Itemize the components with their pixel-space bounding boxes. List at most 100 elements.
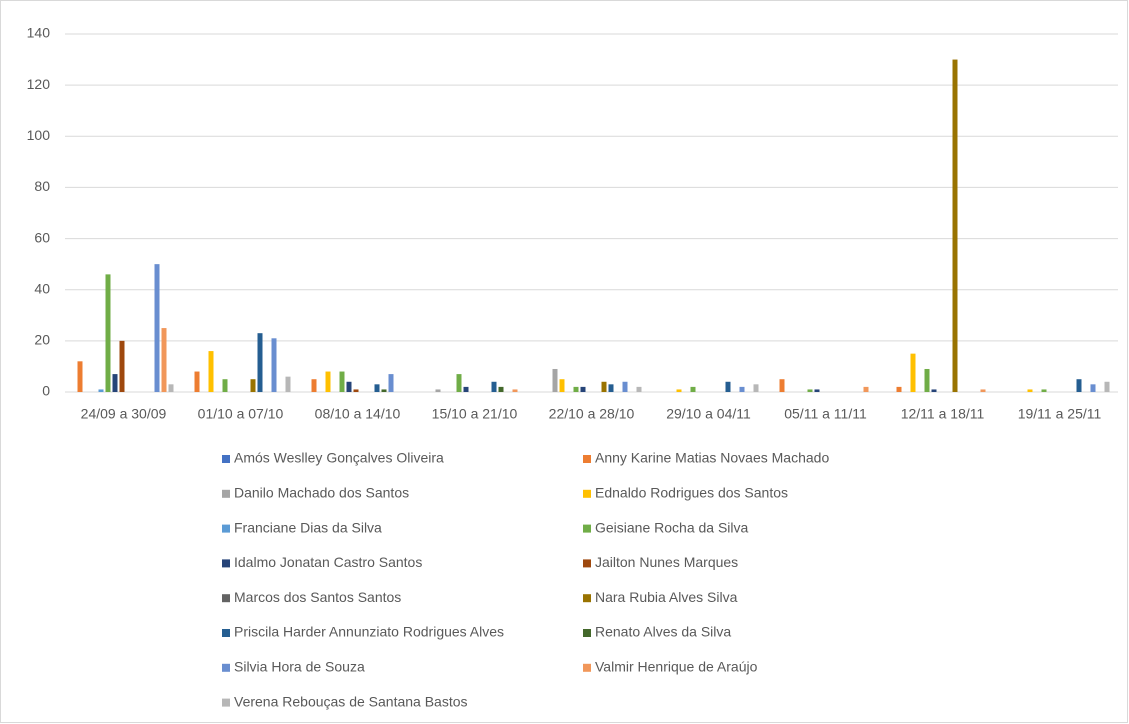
x-tick-label: 01/10 a 07/10 — [198, 406, 284, 422]
bar — [374, 384, 380, 392]
legend-swatch — [222, 559, 230, 568]
legend-swatch — [583, 455, 591, 463]
bar — [952, 59, 958, 392]
bar — [112, 374, 118, 392]
bar — [353, 389, 359, 392]
bar — [924, 368, 930, 392]
legend-label: Verena Rebouças de Santana Bastos — [234, 693, 468, 709]
bar — [896, 386, 902, 392]
bar — [910, 353, 916, 392]
bar — [1041, 389, 1047, 392]
legend-swatch — [583, 663, 591, 672]
legend-swatch — [222, 629, 230, 637]
legend-swatch — [583, 489, 591, 498]
x-tick-label: 19/11 a 25/11 — [1018, 406, 1102, 422]
legend-swatch — [222, 663, 230, 672]
y-tick-label: 0 — [42, 383, 50, 399]
bar — [1090, 384, 1096, 392]
y-tick-label: 120 — [27, 76, 51, 92]
legend-swatch — [583, 629, 591, 637]
legend-label: Danilo Machado dos Santos — [234, 485, 409, 501]
bar — [1027, 389, 1033, 392]
legend-swatch — [222, 594, 230, 603]
x-tick-label: 12/11 a 18/11 — [901, 406, 985, 422]
x-tick-label: 22/10 a 28/10 — [549, 406, 635, 422]
bar — [194, 371, 200, 392]
bar — [559, 379, 565, 392]
bar — [325, 371, 331, 392]
bar — [601, 381, 607, 392]
legend-label: Jailton Nunes Marques — [595, 554, 738, 570]
y-tick-label: 140 — [27, 25, 51, 41]
legend-label: Valmir Henrique de Araújo — [595, 659, 758, 675]
bar — [1076, 379, 1082, 392]
x-tick-label: 15/10 a 21/10 — [432, 406, 518, 422]
legend-label: Amós Weslley Gonçalves Oliveira — [234, 450, 444, 466]
y-tick-label: 40 — [34, 280, 50, 296]
bar — [257, 333, 263, 392]
bar — [931, 389, 937, 392]
bar — [636, 386, 642, 392]
bar — [725, 381, 731, 392]
legend-label: Silvia Hora de Souza — [234, 659, 365, 675]
legend-swatch — [222, 698, 230, 707]
legend-swatch — [222, 455, 230, 463]
legend-label: Geisiane Rocha da Silva — [595, 519, 749, 535]
bar — [222, 379, 228, 392]
bar — [753, 384, 759, 392]
y-tick-label: 60 — [34, 229, 50, 245]
bar — [622, 381, 628, 392]
bar — [573, 386, 579, 392]
x-tick-label: 24/09 a 30/09 — [81, 406, 167, 422]
bar — [580, 386, 586, 392]
bar — [105, 274, 111, 392]
legend-label: Idalmo Jonatan Castro Santos — [234, 554, 422, 570]
y-tick-label: 100 — [27, 127, 51, 143]
bar — [690, 386, 696, 392]
legend-swatch — [583, 559, 591, 568]
bar — [119, 340, 125, 392]
bar — [77, 361, 83, 392]
bar — [739, 386, 745, 392]
bar — [346, 381, 352, 392]
x-tick-label: 29/10 a 04/11 — [666, 406, 751, 422]
bar — [161, 328, 167, 392]
legend-label: Franciane Dias da Silva — [234, 519, 382, 535]
bar — [552, 368, 558, 392]
bar — [814, 389, 820, 392]
legend-label: Anny Karine Matias Novaes Machado — [595, 450, 829, 466]
legend-swatch — [222, 524, 230, 533]
bar — [98, 389, 104, 392]
bar — [463, 386, 469, 392]
bar — [168, 384, 174, 392]
bar — [154, 264, 160, 392]
y-tick-label: 80 — [34, 178, 50, 194]
y-tick-label: 20 — [34, 332, 50, 348]
bar — [311, 379, 317, 392]
bar — [512, 389, 518, 392]
bar — [339, 371, 345, 392]
bar — [498, 386, 504, 392]
legend-label: Renato Alves da Silva — [595, 624, 731, 640]
bar — [863, 386, 869, 392]
legend-swatch — [222, 489, 230, 498]
bar — [676, 389, 682, 392]
legend-label: Priscila Harder Annunziato Rodrigues Alv… — [234, 624, 504, 640]
bar — [381, 389, 387, 392]
bar — [980, 389, 986, 392]
bar — [435, 389, 441, 392]
legend-label: Ednaldo Rodrigues dos Santos — [595, 485, 788, 501]
bar — [779, 379, 785, 392]
bar — [491, 381, 497, 392]
bar — [285, 376, 291, 392]
legend-label: Nara Rubia Alves Silva — [595, 589, 738, 605]
x-tick-label: 08/10 a 14/10 — [315, 406, 401, 422]
legend-swatch — [583, 524, 591, 533]
legend-swatch — [583, 594, 591, 603]
bar — [250, 379, 256, 392]
x-tick-label: 05/11 a 11/11 — [784, 406, 867, 422]
legend-label: Marcos dos Santos Santos — [234, 589, 401, 605]
bar — [208, 351, 214, 392]
